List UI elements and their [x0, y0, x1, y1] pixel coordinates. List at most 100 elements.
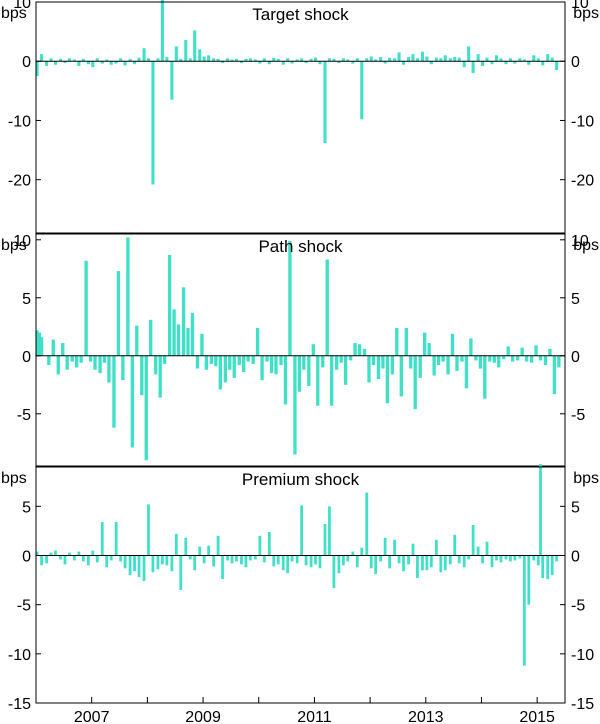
- bar: [429, 61, 433, 65]
- bar: [555, 61, 559, 71]
- bar: [254, 555, 257, 560]
- bar: [455, 355, 459, 371]
- bar: [360, 547, 364, 556]
- bar: [253, 59, 257, 62]
- bar: [443, 555, 447, 571]
- y-tick-label-left: -5: [17, 407, 31, 424]
- bar: [374, 59, 378, 62]
- bar: [436, 355, 441, 366]
- bar: [207, 545, 211, 556]
- bar: [137, 57, 141, 62]
- bar: [151, 61, 155, 185]
- bar: [506, 346, 510, 356]
- bar: [119, 555, 123, 562]
- bar: [546, 54, 550, 62]
- bar: [170, 61, 174, 100]
- bar: [488, 355, 492, 362]
- bar: [202, 555, 206, 564]
- bar: [112, 355, 116, 428]
- bar: [332, 555, 336, 588]
- bar: [146, 58, 151, 62]
- bar: [311, 344, 315, 356]
- bar: [557, 355, 561, 368]
- bar: [200, 333, 204, 356]
- bar: [520, 347, 524, 356]
- bar: [513, 555, 517, 561]
- bar: [121, 355, 125, 381]
- x-tick-label: 2011: [297, 709, 332, 724]
- x-tick-label: 2009: [185, 709, 221, 724]
- bar: [432, 355, 436, 376]
- bar: [474, 355, 478, 361]
- bar: [202, 56, 206, 62]
- panel-frame: [35, 1, 566, 234]
- bar: [147, 504, 150, 556]
- bar: [548, 348, 552, 356]
- bar: [258, 535, 262, 556]
- y-tick-label-right: 5: [571, 499, 580, 516]
- bar: [502, 355, 506, 360]
- y-tick-label-right: 0: [571, 349, 580, 366]
- bar: [393, 539, 396, 556]
- y-tick-label-left: -20: [8, 173, 31, 190]
- bar: [314, 57, 318, 62]
- bar: [114, 522, 118, 556]
- bar: [260, 355, 264, 381]
- bar: [188, 555, 192, 560]
- bar: [235, 555, 238, 562]
- bar: [81, 555, 85, 562]
- y-tick-label-right: -10: [571, 113, 594, 130]
- bar: [518, 555, 522, 559]
- bar: [198, 546, 202, 556]
- bar: [527, 555, 531, 605]
- bar: [309, 58, 313, 62]
- bar: [165, 555, 169, 566]
- bar: [223, 355, 227, 383]
- bar: [216, 535, 220, 556]
- bar: [40, 555, 43, 566]
- bar: [499, 58, 503, 62]
- y-tick-label-right: 10: [571, 233, 589, 250]
- bar: [212, 555, 216, 567]
- bar: [286, 58, 290, 62]
- bar: [114, 61, 118, 64]
- bar: [351, 61, 355, 64]
- bar: [37, 332, 42, 356]
- bar: [77, 551, 81, 556]
- bar: [198, 49, 202, 62]
- bar: [65, 355, 69, 370]
- y-tick-label-left: 5: [22, 499, 31, 516]
- y-tick-label-left: -10: [8, 647, 31, 664]
- bar: [281, 61, 285, 65]
- bar: [295, 59, 299, 62]
- bar: [51, 339, 55, 356]
- bar: [79, 355, 83, 363]
- bar: [174, 533, 178, 556]
- bar: [265, 355, 269, 362]
- y-tick-label-right: 0: [571, 549, 580, 566]
- bar: [325, 259, 329, 356]
- bar: [355, 555, 359, 568]
- bar: [144, 355, 148, 461]
- bar: [184, 537, 188, 556]
- bar: [524, 355, 529, 362]
- bar: [258, 61, 262, 64]
- bar: [226, 555, 229, 561]
- bar: [328, 506, 331, 556]
- bar: [212, 58, 216, 62]
- bar: [218, 355, 222, 390]
- y-tick-label-left: 0: [22, 349, 31, 366]
- bar: [149, 319, 153, 356]
- bar: [128, 58, 132, 62]
- bar: [497, 355, 501, 368]
- bar: [327, 58, 331, 62]
- bar: [522, 555, 526, 666]
- bar: [262, 58, 266, 62]
- bar: [184, 39, 188, 62]
- bar: [492, 355, 496, 363]
- bar: [335, 355, 339, 370]
- bar: [407, 57, 411, 62]
- bar: [109, 555, 113, 561]
- bar: [142, 48, 146, 62]
